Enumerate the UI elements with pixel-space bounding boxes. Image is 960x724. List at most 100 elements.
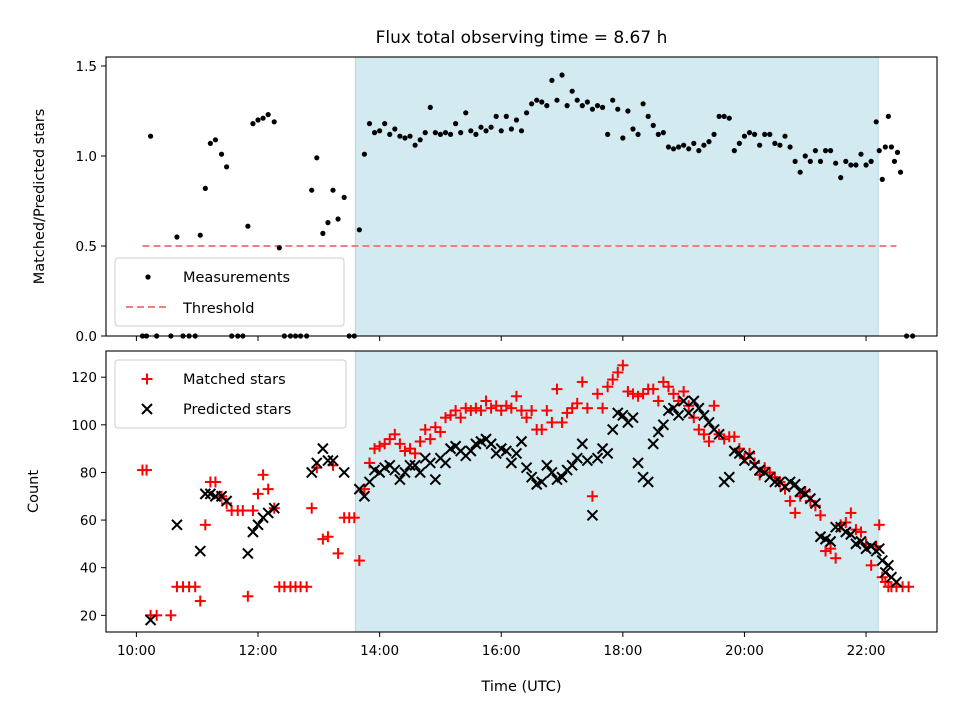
measurement-point xyxy=(265,112,271,118)
predicted-star-point xyxy=(556,471,568,483)
measurement-point xyxy=(382,121,388,127)
measurement-point xyxy=(498,128,504,134)
measurement-point xyxy=(772,140,778,146)
matched-star-point xyxy=(627,388,639,400)
predicted-star-point xyxy=(845,528,857,541)
bottom-panel: 20 40 60 80 100 120 10:00 12:00 14:00 16:00 18:00… xyxy=(26,350,938,695)
matched-star-point xyxy=(678,385,690,397)
measurement-point xyxy=(442,130,449,136)
measurement-point xyxy=(868,158,874,164)
matched-star-point xyxy=(379,438,391,450)
measurement-point xyxy=(260,115,266,121)
matched-star-point xyxy=(450,405,462,417)
matched-star-point xyxy=(602,381,614,393)
bottom-x-ticks: 10:00 12:00 14:00 16:00 18:00 20:00 22:00 xyxy=(117,632,886,659)
legend-marker-measurements xyxy=(145,274,151,280)
measurement-point xyxy=(670,146,677,152)
predicted-star-point xyxy=(627,411,639,424)
matched-star-point xyxy=(521,412,533,424)
measurement-point xyxy=(762,131,768,137)
measurement-point xyxy=(746,130,753,136)
measurement-point xyxy=(250,121,256,127)
legend-marker-predicted xyxy=(141,403,153,415)
measurement-point xyxy=(276,245,282,251)
matched-star-point xyxy=(424,433,436,445)
matched-star-point xyxy=(237,505,249,517)
x-axis-label: Time (UTC) xyxy=(480,679,561,695)
matched-star-point xyxy=(369,443,381,455)
matched-star-point xyxy=(693,424,705,436)
bottom-legend: Matched stars Predicted stars xyxy=(114,359,347,429)
matched-star-point xyxy=(830,552,842,564)
measurement-point xyxy=(218,151,225,157)
y-tick-label: 120 xyxy=(71,370,97,386)
matched-star-point xyxy=(414,435,426,447)
measurement-point xyxy=(731,148,737,154)
measurement-point xyxy=(891,158,898,164)
measurement-point xyxy=(620,135,626,141)
predicted-star-point xyxy=(652,426,665,438)
y-tick-label: 20 xyxy=(80,608,97,624)
y-tick-label: 100 xyxy=(71,418,97,434)
matched-star-point xyxy=(536,424,548,436)
measurement-point xyxy=(853,162,859,168)
measurement-point xyxy=(488,124,494,130)
predicted-star-point xyxy=(789,478,801,491)
matched-star-point xyxy=(332,547,344,559)
measurement-point xyxy=(207,140,213,146)
predicted-star-point xyxy=(389,464,401,476)
measurement-point xyxy=(174,234,180,240)
matched-star-point xyxy=(257,469,269,481)
predicted-star-point xyxy=(672,409,685,422)
measurement-point xyxy=(447,131,454,137)
measurement-point xyxy=(549,77,555,83)
measurement-point xyxy=(736,140,742,146)
predicted-star-point xyxy=(399,466,411,479)
x-tick-label: 14:00 xyxy=(360,643,399,659)
measurement-point xyxy=(544,103,550,109)
matched-star-point xyxy=(865,559,877,571)
predicted-star-point xyxy=(723,471,735,483)
matched-star-point xyxy=(556,416,568,428)
matched-star-point xyxy=(652,395,664,407)
measurement-point xyxy=(422,130,428,136)
measurement-point xyxy=(767,131,773,137)
predicted-star-point xyxy=(769,476,781,488)
measurement-point xyxy=(787,144,793,150)
measurement-point xyxy=(863,162,869,168)
matched-star-point xyxy=(592,388,604,400)
measurement-point xyxy=(879,176,885,182)
measurement-point xyxy=(635,131,641,137)
measurement-point xyxy=(721,113,727,119)
measurement-point xyxy=(681,142,687,148)
measurement-point xyxy=(782,133,788,139)
matched-star-point xyxy=(708,400,720,412)
predicted-star-point xyxy=(525,471,538,483)
measurement-point xyxy=(325,220,331,226)
matched-star-point xyxy=(612,366,624,378)
matched-star-point xyxy=(317,533,329,545)
y-tick-label: 0.5 xyxy=(76,239,97,255)
predicted-star-point xyxy=(873,542,885,555)
legend-label-threshold: Threshold xyxy=(182,301,254,317)
predicted-star-point xyxy=(703,416,715,429)
measurement-point xyxy=(579,103,585,109)
matched-star-point xyxy=(551,383,563,395)
matched-star-point xyxy=(784,495,796,507)
x-tick-label: 16:00 xyxy=(482,643,521,659)
predicted-star-point xyxy=(252,519,264,531)
predicted-star-point xyxy=(617,409,629,422)
measurement-point xyxy=(706,139,712,145)
measurement-point xyxy=(817,158,824,164)
matched-star-point xyxy=(409,447,421,459)
predicted-star-point xyxy=(642,476,654,488)
matched-star-point xyxy=(622,385,634,397)
matched-star-point xyxy=(460,402,472,414)
measurement-point xyxy=(412,142,418,148)
measurement-point xyxy=(458,130,464,136)
x-tick-label: 10:00 xyxy=(117,643,156,659)
predicted-star-point xyxy=(743,450,756,462)
matched-star-point xyxy=(439,412,451,424)
measurement-point xyxy=(876,148,882,154)
predicted-star-point xyxy=(515,435,528,448)
